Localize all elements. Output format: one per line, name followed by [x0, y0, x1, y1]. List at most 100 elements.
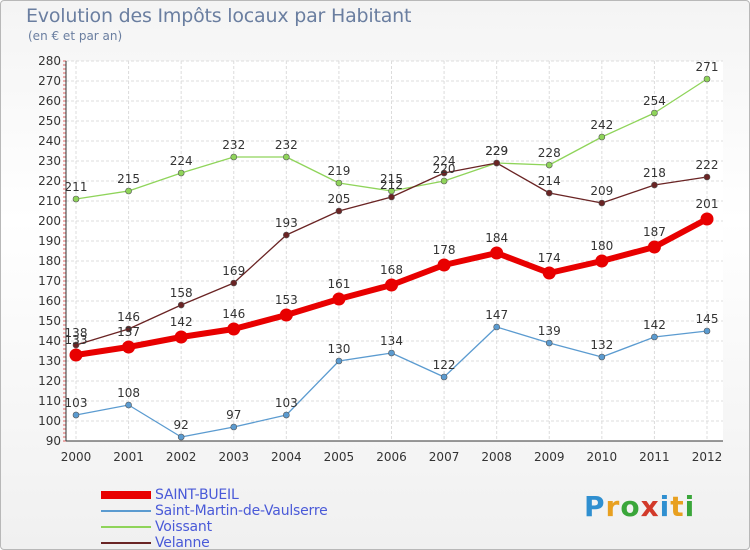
data-point [125, 325, 132, 333]
plot-area [66, 61, 723, 441]
y-tick-label: 140 [38, 334, 61, 348]
data-point [335, 357, 343, 365]
x-tick-label: 2004 [271, 450, 302, 464]
logo-letter: P [584, 490, 606, 523]
proxiti-logo: Proxiti [584, 490, 695, 523]
logo-letter: r [605, 490, 621, 523]
data-point [437, 258, 451, 272]
data-point [72, 195, 80, 203]
legend-swatch [101, 526, 151, 528]
data-label: 103 [65, 396, 88, 410]
y-tick-label: 160 [38, 294, 61, 308]
data-point [440, 169, 448, 177]
y-tick-label: 110 [38, 394, 61, 408]
data-point [700, 212, 714, 226]
data-point [177, 169, 185, 177]
legend-item: SAINT-BUEIL [101, 487, 328, 503]
legend-label: SAINT-BUEIL [155, 487, 239, 503]
data-point [72, 341, 80, 349]
data-label: 215 [117, 172, 140, 186]
data-label: 132 [590, 338, 613, 352]
legend-item: Velanne [101, 535, 328, 550]
x-tick-label: 2011 [639, 450, 670, 464]
data-label: 212 [380, 178, 403, 192]
data-label: 153 [275, 293, 298, 307]
x-tick-label: 2006 [376, 450, 407, 464]
data-label: 224 [433, 154, 456, 168]
data-label: 138 [65, 326, 88, 340]
data-label: 169 [222, 264, 245, 278]
data-label: 215 [380, 172, 403, 186]
data-label: 137 [117, 325, 140, 339]
data-label: 229 [485, 144, 508, 158]
data-label: 142 [643, 318, 666, 332]
x-tick-label: 2008 [481, 450, 512, 464]
data-label: 187 [643, 225, 666, 239]
y-tick-label: 210 [38, 194, 61, 208]
logo-letter: t [670, 490, 685, 523]
x-tick-label: 2003 [218, 450, 249, 464]
data-point [440, 177, 448, 185]
data-label: 108 [117, 386, 140, 400]
y-tick-label: 260 [38, 94, 61, 108]
data-point [283, 231, 290, 239]
data-point [598, 353, 606, 361]
data-point [230, 279, 238, 287]
data-point [72, 411, 80, 419]
data-point [388, 193, 395, 201]
data-label: 222 [696, 158, 719, 172]
data-label: 205 [327, 192, 350, 206]
data-point [598, 133, 606, 141]
data-label: 146 [222, 307, 245, 321]
y-tick-label: 170 [38, 274, 61, 288]
data-point [283, 153, 290, 161]
data-point [651, 109, 658, 117]
y-tick-label: 130 [38, 354, 61, 368]
data-label: 218 [643, 166, 666, 180]
logo-letter: i [684, 490, 696, 523]
y-tick-label: 90 [46, 434, 61, 448]
data-label: 201 [696, 197, 719, 211]
data-label: 180 [590, 239, 613, 253]
data-point [283, 411, 290, 419]
legend-label: Velanne [155, 535, 210, 550]
data-point [335, 207, 343, 215]
x-tick-label: 2005 [324, 450, 355, 464]
legend-item: Saint-Martin-de-Vaulserre [101, 503, 328, 519]
data-point [335, 179, 343, 187]
data-point [703, 75, 711, 83]
data-label: 254 [643, 94, 666, 108]
y-tick-label: 280 [38, 54, 61, 68]
legend-swatch [101, 542, 151, 544]
data-label: 122 [433, 358, 456, 372]
x-tick-label: 2007 [429, 450, 460, 464]
chart-title: Evolution des Impôts locaux par Habitant [26, 5, 412, 27]
data-label: 211 [65, 180, 88, 194]
data-label: 228 [538, 146, 561, 160]
y-tick-label: 100 [38, 414, 61, 428]
x-tick-label: 2012 [692, 450, 723, 464]
data-label: 168 [380, 263, 403, 277]
data-label: 242 [590, 118, 613, 132]
x-tick-label: 2000 [61, 450, 92, 464]
legend-swatch [101, 510, 151, 512]
data-label: 92 [174, 418, 189, 432]
data-point [69, 348, 83, 362]
data-point [545, 339, 553, 347]
data-point [493, 159, 500, 167]
data-point [542, 266, 556, 280]
data-point [490, 246, 504, 260]
data-point [598, 199, 606, 207]
legend-label: Voissant [155, 519, 212, 535]
data-label: 220 [433, 162, 456, 176]
data-label: 224 [170, 154, 193, 168]
data-label: 209 [590, 184, 613, 198]
data-label: 219 [327, 164, 350, 178]
y-tick-label: 240 [38, 134, 61, 148]
data-label: 229 [485, 144, 508, 158]
data-point [388, 349, 395, 357]
data-point [493, 323, 500, 331]
data-point [125, 401, 132, 409]
